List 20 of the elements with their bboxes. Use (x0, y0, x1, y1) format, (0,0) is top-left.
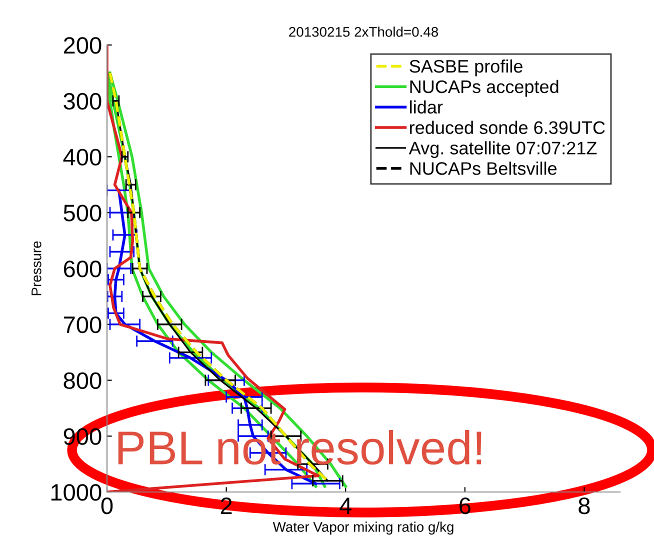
x-tick-label: 2 (220, 497, 232, 514)
legend-label: Avg. satellite 07:07:21Z (408, 141, 597, 158)
y-tick-label: 300 (64, 92, 102, 110)
y-tick-label: 500 (64, 204, 102, 222)
y-tick-label: 1000 (51, 484, 102, 501)
chart-title: 20130215 2xThold=0.48 (289, 26, 438, 37)
legend-label: NUCAPs Beltsville (410, 162, 557, 175)
y-tick-label: 800 (64, 372, 102, 390)
y-tick-label: 600 (64, 260, 102, 278)
y-tick-label: 400 (63, 148, 102, 166)
legend-label: lidar (410, 100, 443, 114)
x-tick-label: 8 (578, 497, 590, 514)
x-tick-label: 0 (101, 497, 113, 514)
x-axis-title: Water Vapor mixing ratio g/kg (272, 522, 454, 535)
y-axis-title: Pressure (32, 241, 42, 296)
legend-label: NUCAPs accepted (410, 80, 558, 97)
y-tick-label: 700 (64, 316, 102, 334)
y-tick-label: 200 (64, 37, 102, 54)
legend-label: SASBE profile (410, 59, 522, 76)
legend-label: reduced sonde 6.39UTC (410, 120, 605, 134)
